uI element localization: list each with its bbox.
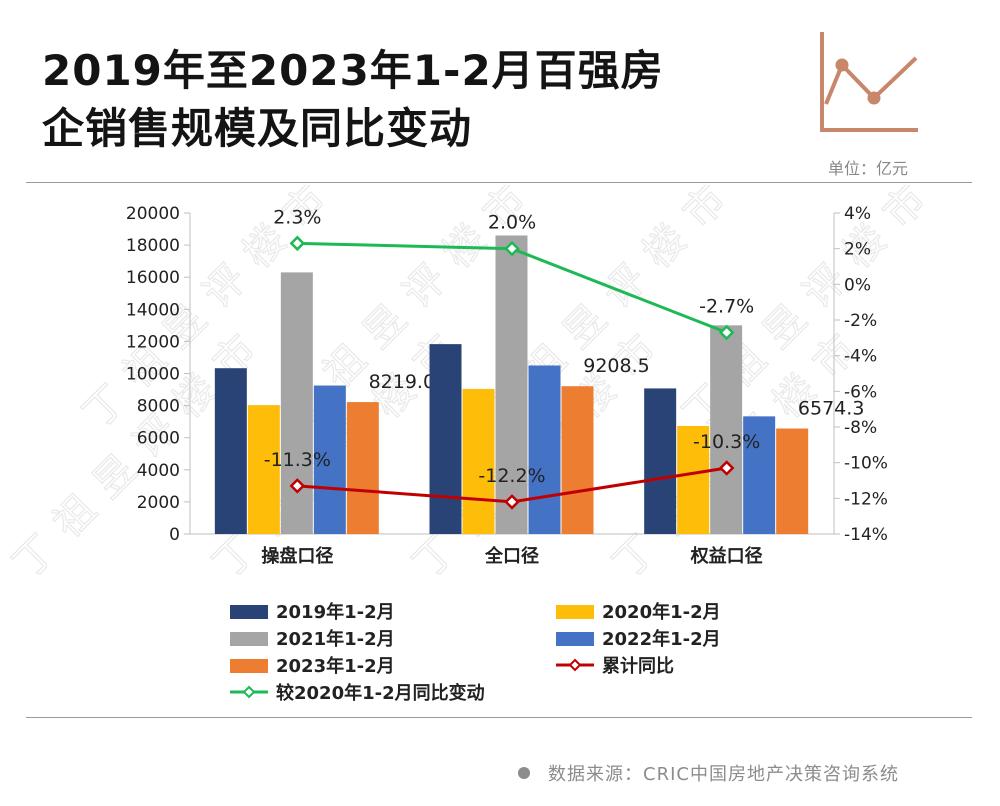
right-tick-label: -6%	[844, 382, 877, 402]
line-data-label: 2.3%	[273, 206, 321, 228]
bar	[743, 416, 776, 534]
source-note: 数据来源：CRIC中国房地产决策咨询系统	[518, 760, 899, 786]
bar	[528, 365, 561, 534]
bar	[644, 388, 677, 534]
bottom-divider	[26, 717, 972, 718]
line-data-label: 2.0%	[488, 212, 536, 234]
right-tick-label: -14%	[844, 525, 888, 545]
legend-label: 较2020年1-2月同比变动	[276, 682, 485, 704]
legend-marker	[242, 685, 256, 699]
line-data-label: -2.7%	[699, 295, 754, 317]
right-tick-label: -2%	[844, 311, 877, 331]
bar	[247, 405, 280, 534]
bar	[429, 344, 462, 534]
category-label: 操盘口径	[261, 545, 333, 567]
bar	[280, 272, 313, 534]
line-marker	[289, 478, 306, 494]
right-tick-label: -8%	[844, 418, 877, 438]
left-tick-label: 6000	[137, 429, 180, 449]
line-marker	[289, 235, 306, 252]
line-marker	[504, 240, 520, 257]
watermark-char: 昱	[355, 296, 416, 357]
category-label: 权益口径	[690, 545, 763, 567]
page-title: 2019年至2023年1-2月百强房 企销售规模及同比变动	[42, 42, 802, 158]
left-tick-label: 4000	[137, 461, 180, 481]
legend-swatch	[556, 605, 594, 619]
watermark-char: 评	[195, 256, 256, 317]
right-tick-label: -12%	[844, 489, 888, 509]
legend-marker	[568, 658, 582, 672]
watermark-char: 昱	[755, 296, 816, 357]
line-marker	[718, 460, 735, 476]
right-tick-label: 0%	[844, 275, 871, 295]
left-tick-label: 16000	[126, 268, 180, 288]
line-marker	[504, 494, 520, 510]
right-tick-label: -4%	[844, 347, 877, 367]
left-tick-label: 18000	[126, 236, 180, 256]
title-line-1: 2019年至2023年1-2月百强房	[42, 46, 664, 95]
bar	[462, 388, 495, 534]
bar	[776, 428, 809, 534]
legend-label: 2023年1-2月	[276, 655, 395, 677]
right-tick-label: 4%	[844, 204, 871, 224]
legend-swatch	[230, 605, 268, 619]
bar	[561, 386, 594, 534]
watermark-char: 市	[875, 185, 936, 237]
category-label: 全口径	[484, 545, 539, 567]
right-tick-label: 2%	[844, 240, 871, 260]
bar-data-label: 8219.0	[369, 371, 435, 393]
legend-label: 累计同比	[602, 655, 674, 677]
left-tick-label: 20000	[126, 204, 180, 224]
top-divider	[26, 182, 972, 183]
legend-swatch	[230, 632, 268, 646]
watermark-char: 祖	[45, 486, 106, 547]
legend-label: 2019年1-2月	[276, 601, 395, 623]
line-marker	[718, 324, 735, 341]
bar	[495, 235, 528, 534]
legend-label: 2020年1-2月	[602, 601, 721, 623]
left-tick-label: 2000	[137, 493, 180, 513]
bar	[214, 368, 247, 534]
right-tick-label: -10%	[844, 454, 888, 474]
watermark-char: 丁	[205, 526, 266, 587]
line-data-label: -11.3%	[264, 449, 331, 471]
watermark-char: 昱	[555, 296, 616, 357]
line-data-label: -12.2%	[478, 465, 545, 487]
bullet-dot-icon	[518, 767, 530, 779]
bar	[710, 325, 743, 534]
bar-data-label: 6574.3	[798, 397, 864, 419]
legend-label: 2021年1-2月	[276, 628, 395, 650]
left-tick-label: 10000	[126, 365, 180, 385]
left-tick-label: 14000	[126, 300, 180, 320]
left-tick-label: 0	[169, 525, 180, 545]
bar	[677, 425, 710, 534]
watermark-char: 楼	[635, 216, 696, 277]
title-line-2: 企销售规模及同比变动	[42, 104, 473, 153]
watermark-char: 评	[595, 256, 656, 317]
watermark-char: 市	[675, 185, 736, 237]
line-chart-icon	[820, 32, 918, 132]
unit-label: 单位：亿元	[828, 159, 909, 178]
watermark-char: 丁	[75, 376, 136, 437]
left-tick-label: 8000	[137, 397, 180, 417]
left-tick-label: 12000	[126, 332, 180, 352]
source-text: 数据来源：CRIC中国房地产决策咨询系统	[548, 764, 899, 785]
watermark-char: 评	[395, 256, 456, 317]
watermark-char: 丁	[405, 526, 466, 587]
bar	[346, 402, 379, 534]
watermark-char: 丁	[5, 526, 66, 587]
watermark-char: 丁	[605, 526, 666, 587]
legend-swatch	[556, 632, 594, 646]
bar-data-label: 9208.5	[583, 355, 649, 377]
sales-chart: 丁祖昱评楼市丁祖昱评楼市丁祖昱评楼市丁祖昱评楼市丁祖昱评楼市丁祖昱评楼市丁祖昱评…	[4, 185, 936, 704]
line-data-label: -10.3%	[693, 431, 760, 453]
legend-swatch	[230, 659, 268, 673]
legend-label: 2022年1-2月	[602, 628, 721, 650]
bar	[313, 385, 346, 534]
